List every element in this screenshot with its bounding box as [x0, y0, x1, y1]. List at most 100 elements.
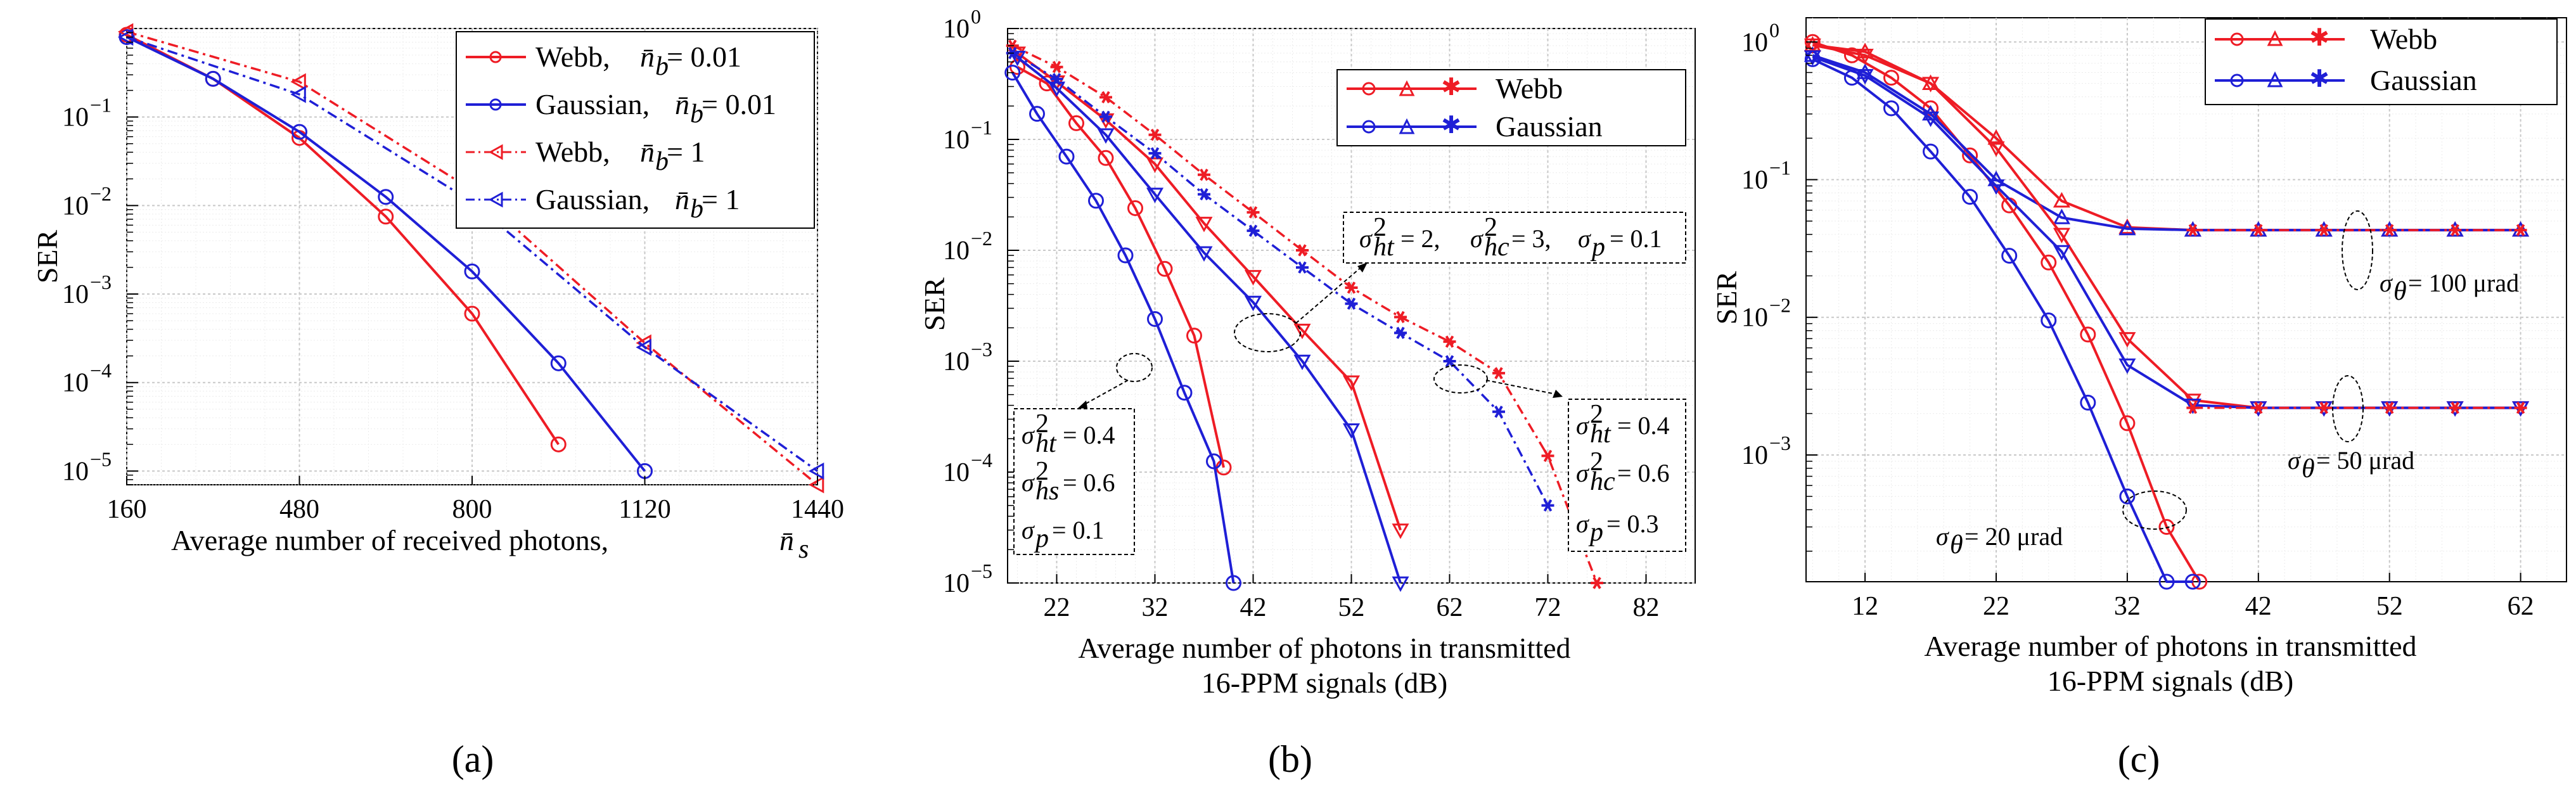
data-point: [1922, 77, 1940, 93]
y-tick-base: 10: [1741, 304, 1768, 333]
callout-arrowhead-b-mid: [1357, 262, 1368, 272]
data-point: [2184, 394, 2201, 409]
data-point: [1226, 575, 1241, 591]
data-point: [2158, 573, 2175, 590]
ann-b3-sub-2: hc: [1484, 233, 1509, 262]
ann-b3-sub-1: ht: [1373, 233, 1395, 262]
xlabel-b-line2: 16-PPM signals (dB): [1201, 667, 1447, 699]
ann-b1-sub-3: p: [1034, 524, 1049, 553]
legend-val-gauss-nb1: = 1: [702, 183, 740, 215]
data-point: [2053, 227, 2070, 244]
y-tick-exp: −5: [90, 447, 112, 470]
data-point: [1198, 188, 1210, 201]
data-point: [1186, 328, 1202, 344]
ann-b2-sub-2: hc: [1590, 467, 1615, 496]
y-tick-exp: −5: [971, 560, 992, 582]
y-tick-base: 10: [943, 347, 970, 376]
legend-text-gauss-nb001: Gaussian,: [535, 88, 650, 120]
legend-marker-webb-b-star: ✱: [1441, 74, 1461, 101]
data-point: [1987, 179, 2005, 195]
x-tick-label: 1440: [791, 495, 844, 524]
legend-text-webb-c: Webb: [2370, 23, 2437, 55]
callout-arrow-b-mid: [1295, 266, 1363, 324]
data-point: [1856, 68, 1874, 85]
panel-label-a: (a): [452, 738, 494, 780]
ylabel-a: SER: [31, 230, 63, 284]
y-tick-exp: −4: [971, 449, 992, 471]
y-tick-label: 10 −1: [1741, 156, 1791, 195]
series-line-3: [1812, 54, 2521, 232]
y-tick-base: 10: [943, 125, 970, 155]
xlabel-c-line2: 16-PPM signals (dB): [2047, 665, 2293, 697]
legend-text-webb-b: Webb: [1496, 72, 1563, 105]
legend-sym-gauss-nb1: n̄: [675, 183, 689, 215]
ann-b2-sym-2: σ: [1576, 459, 1589, 487]
data-point: [2449, 224, 2462, 236]
data-point: [378, 189, 394, 205]
x-tick-label: 72: [1535, 593, 1561, 622]
data-point: [1492, 406, 1505, 418]
data-point: [1443, 335, 1456, 348]
data-point: [1394, 326, 1407, 339]
x-tick-label: 480: [279, 495, 319, 524]
callout-arrow-b-right: [1485, 380, 1556, 395]
data-point: [464, 263, 480, 279]
grid-a: [126, 28, 818, 485]
y-tick-exp: −2: [971, 227, 992, 250]
callout-arrowhead-b-left: [1077, 400, 1087, 409]
data-point: [1804, 50, 1821, 66]
ann-b1-sub-1: ht: [1035, 429, 1057, 458]
ann-c-100-sym: σ: [2380, 269, 2393, 297]
data-point: [1246, 206, 1260, 219]
ann-b1-sym-3: σ: [1022, 516, 1035, 544]
legend-text-gauss-c: Gaussian: [2370, 64, 2477, 96]
legend-sub-gauss-nb001: b: [690, 99, 703, 129]
data-point: [1392, 576, 1409, 592]
callout-ellipse-c-50: [2332, 375, 2364, 442]
ann-b3-val-1: = 2,: [1400, 224, 1440, 253]
y-tick-exp: −3: [90, 271, 112, 293]
y-tick-label: 10 0: [943, 5, 981, 44]
data-point: [2252, 224, 2265, 236]
ann-b3-sym-1: σ: [1359, 224, 1373, 253]
data-point: [2317, 224, 2331, 236]
data-point: [1097, 128, 1115, 144]
data-point: [1176, 385, 1193, 401]
data-point: [1342, 423, 1361, 439]
data-point: [378, 208, 394, 225]
callout-arrowhead-b-right: [1553, 390, 1563, 398]
data-point: [1198, 169, 1210, 181]
legend-b: ✱ Webb ✱ Gaussian: [1336, 69, 1686, 146]
y-tick-base: 10: [1741, 165, 1768, 195]
series-line-0: [1812, 41, 2201, 583]
data-point: [1099, 110, 1112, 123]
legend-marker-gauss-c-tri: [2267, 71, 2283, 87]
series-line-5: [1812, 55, 2521, 409]
ann-b2-sup-2: 2: [1590, 447, 1603, 477]
ann-b2-sup-1: 2: [1590, 400, 1603, 429]
annotation-box-b-top: σ 2 ht = 2, σ 2 hc = 3, σ p = 0.1: [1343, 212, 1686, 264]
data-point: [1147, 311, 1163, 327]
data-point: [1856, 63, 1874, 79]
y-tick-exp: −1: [90, 94, 112, 117]
data-point: [2514, 224, 2527, 236]
legend-marker-webb-c-star: ✱: [2309, 25, 2329, 51]
data-point: [2186, 224, 2200, 236]
data-point: [2252, 401, 2265, 414]
data-point: [1883, 100, 1899, 117]
y-tick-label: 10 −2: [1741, 294, 1791, 333]
x-tick-label: 42: [1240, 593, 1267, 622]
legend-marker-gauss-b-star: ✱: [1441, 112, 1461, 139]
x-tick-label: 42: [2245, 592, 2272, 621]
y-tick-base: 10: [62, 191, 89, 221]
data-point: [1068, 115, 1084, 131]
data-point: [1856, 49, 1874, 65]
data-point: [1492, 367, 1505, 380]
xlabel-a-symbol: n̄: [779, 524, 794, 556]
data-point: [1293, 354, 1311, 371]
legend-val-webb-nb001: = 0.01: [667, 41, 741, 73]
data-point: [1392, 523, 1409, 539]
